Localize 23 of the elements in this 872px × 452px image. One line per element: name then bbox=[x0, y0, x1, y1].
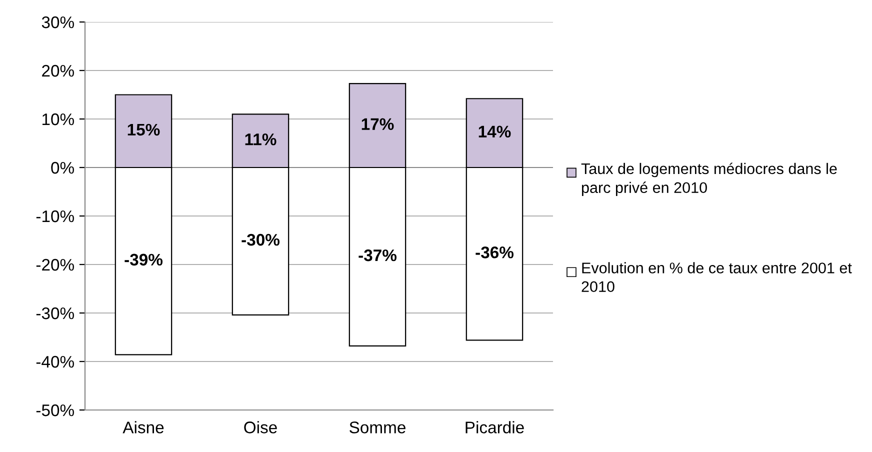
data-label: -36% bbox=[476, 246, 514, 258]
y-tick-label: -10% bbox=[36, 210, 74, 222]
y-tick-label: -40% bbox=[36, 356, 74, 368]
data-label: 11% bbox=[245, 134, 276, 146]
legend-label: Taux de logements médiocres dans le parc privé en 2010 bbox=[581, 162, 837, 196]
data-label: 14% bbox=[478, 126, 511, 138]
data-label: -37% bbox=[358, 249, 397, 262]
x-tick-label: Oise bbox=[244, 421, 277, 434]
y-tick-label: -20% bbox=[36, 258, 74, 271]
y-tick-label: -50% bbox=[36, 404, 74, 416]
y-tick-label: 30% bbox=[42, 16, 74, 28]
data-label: -30% bbox=[242, 234, 280, 246]
x-tick-label: Aisne bbox=[122, 421, 164, 434]
x-tick-label: Somme bbox=[350, 422, 406, 434]
y-tick-label: 10% bbox=[42, 113, 74, 126]
y-tick-label: -30% bbox=[36, 307, 74, 320]
data-label: 15% bbox=[128, 124, 160, 136]
data-label: -39% bbox=[124, 254, 163, 266]
data-label: 17% bbox=[362, 118, 394, 130]
legend-label: Evolution en % de ce taux entre 2001 et 2010 bbox=[582, 262, 852, 292]
y-tick-label: 20% bbox=[42, 64, 74, 77]
y-tick-label: 0% bbox=[51, 162, 74, 174]
x-tick-label: Picardie bbox=[466, 421, 524, 434]
